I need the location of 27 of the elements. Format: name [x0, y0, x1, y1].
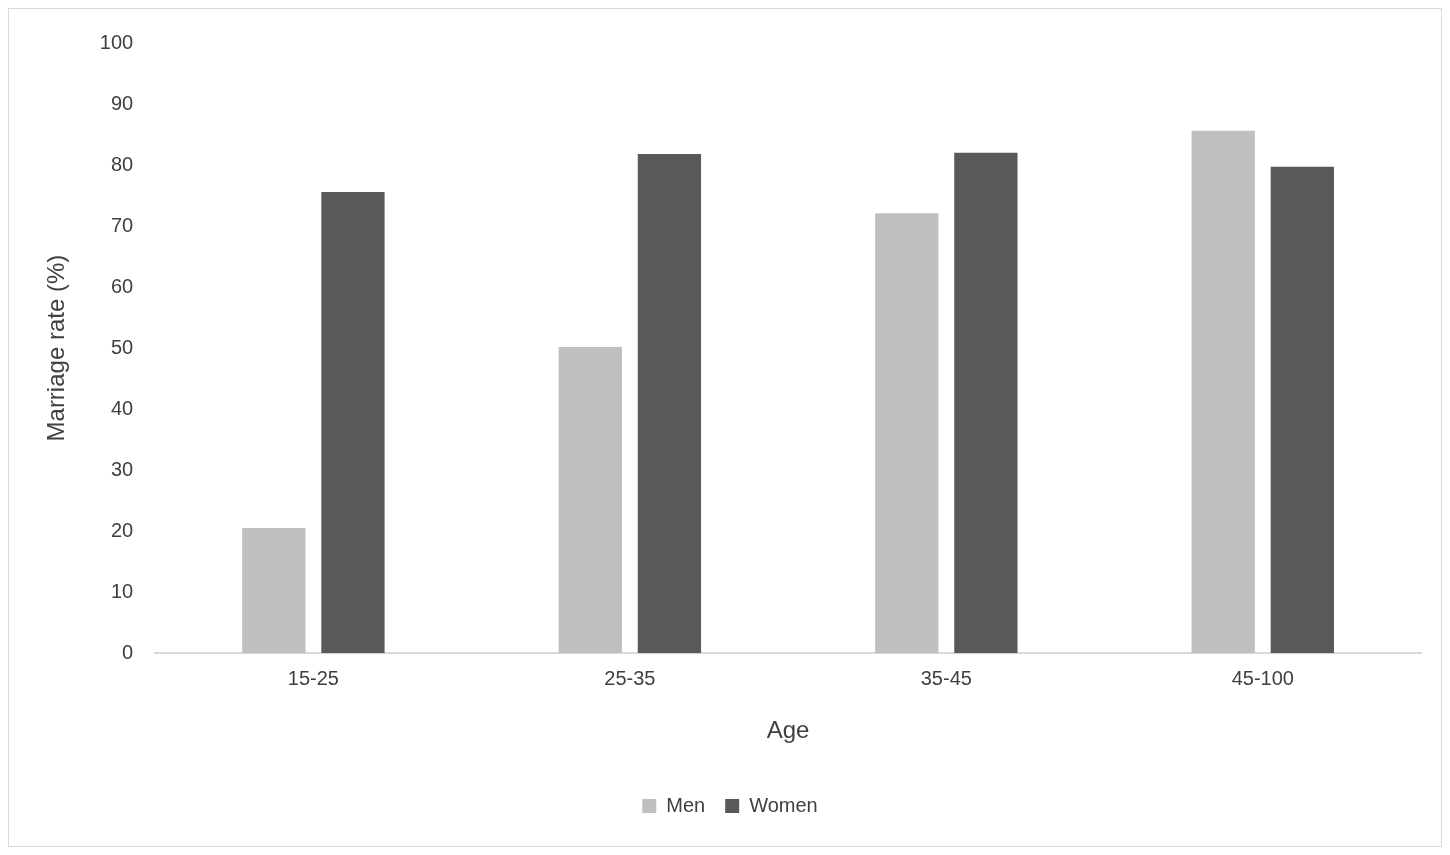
legend-label: Women [749, 793, 818, 816]
bar [321, 191, 385, 654]
x-tick-label: 25-35 [604, 666, 656, 689]
y-tick-label: 90 [110, 91, 134, 114]
bar [558, 346, 622, 654]
y-tick-label: 70 [110, 213, 134, 236]
bar [242, 528, 306, 654]
x-tick-label: 15-25 [287, 666, 339, 689]
y-tick-label: 60 [110, 274, 134, 297]
bar [875, 213, 939, 654]
y-tick-label: 20 [110, 518, 134, 541]
y-tick-label: 0 [122, 640, 134, 663]
legend-label: Men [666, 793, 706, 816]
bar [1191, 130, 1255, 654]
x-axis-title: Age [766, 716, 810, 744]
bar [954, 152, 1018, 654]
bar [637, 154, 702, 654]
y-axis-title: Marriage rate (%) [42, 254, 70, 442]
y-tick-label: 100 [99, 30, 134, 53]
y-tick-label: 50 [110, 335, 134, 358]
y-tick-label: 40 [110, 396, 134, 419]
x-tick-label: 35-45 [920, 666, 972, 689]
bar [1270, 166, 1334, 654]
x-tick-label: 45-100 [1231, 666, 1294, 689]
y-tick-label: 80 [110, 152, 134, 175]
y-tick-label: 10 [110, 579, 134, 602]
y-tick-label: 30 [110, 457, 134, 480]
